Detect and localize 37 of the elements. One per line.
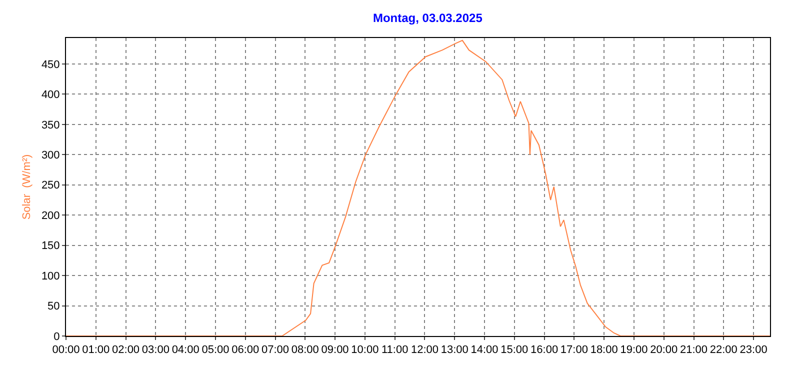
x-tick-label: 16:00: [530, 344, 558, 356]
x-tick-label: 10:00: [351, 344, 379, 356]
x-tick-label: 14:00: [470, 344, 498, 356]
y-tick-label: 400: [41, 89, 60, 102]
x-tick-label: 00:00: [52, 344, 80, 356]
x-tick-label: 05:00: [202, 344, 230, 356]
x-tick-label: 06:00: [232, 344, 260, 356]
x-tick-label: 13:00: [440, 344, 468, 356]
y-tick-label: 50: [48, 300, 60, 313]
line-series: [66, 40, 770, 336]
x-tick-label: 08:00: [291, 344, 319, 356]
y-tick-label: 100: [41, 270, 60, 282]
y-tick-label: 350: [41, 119, 60, 132]
y-axis-title: Solar (W/m²): [21, 154, 34, 220]
y-tick-label: 150: [41, 240, 60, 252]
x-tick-label: 22:00: [710, 344, 738, 356]
x-tick-label: 15:00: [500, 344, 528, 356]
x-tick-label: 21:00: [680, 344, 708, 356]
x-tick-label: 19:00: [620, 344, 648, 356]
x-tick-label: 17:00: [560, 344, 588, 356]
x-tick-label: 07:00: [261, 344, 290, 356]
x-tick-label: 02:00: [112, 344, 140, 356]
x-tick-label: 23:00: [740, 344, 768, 356]
y-tick-label: 450: [41, 58, 60, 71]
x-tick-label: 12:00: [410, 344, 438, 356]
x-tick-label: 01:00: [82, 344, 110, 356]
y-tick-label: 250: [41, 180, 60, 192]
chart-title: Montag, 03.03.2025: [372, 10, 483, 25]
y-tick-label: 0: [54, 330, 60, 343]
x-tick-label: 18:00: [590, 344, 618, 356]
x-tick-label: 20:00: [650, 344, 678, 356]
x-tick-label: 03:00: [142, 344, 170, 356]
x-tick-label: 11:00: [381, 344, 408, 356]
y-tick-label: 200: [41, 210, 60, 222]
x-tick-label: 04:00: [172, 344, 200, 356]
y-tick-label: 300: [41, 150, 60, 162]
x-tick-label: 09:00: [321, 344, 349, 356]
